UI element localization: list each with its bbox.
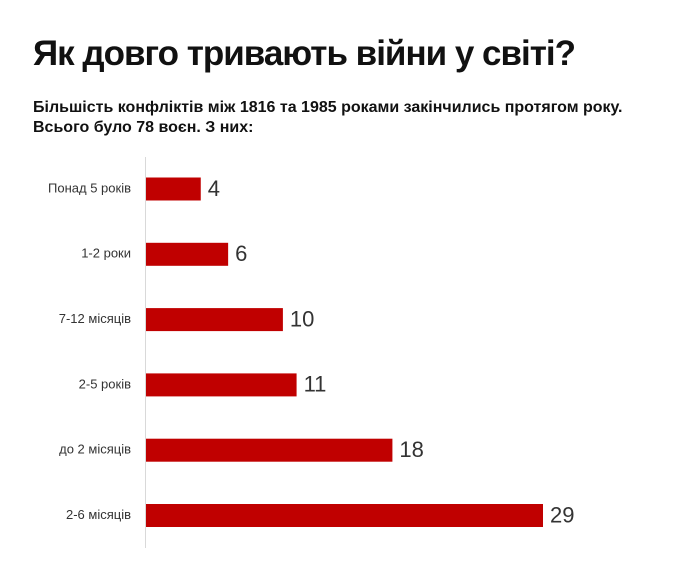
category-label: Понад 5 років [48,180,131,195]
chart-subtitle: Більшість конфліктів між 1816 та 1985 ро… [33,98,673,138]
bar [146,177,201,201]
value-label: 18 [399,437,423,462]
subtitle-line-2: Всього було 78 воєн. З них: [33,119,254,136]
category-label: 2-6 місяців [66,507,131,522]
bar [146,308,283,332]
bars-group: Понад 5 років 4 1-2 роки 6 7-12 місяців 10 2-5… [48,176,574,528]
chart-title: Як довго тривають війни у світі? [33,34,576,73]
category-label: 7-12 місяців [59,311,131,326]
bar [146,242,229,266]
category-label: 1-2 роки [81,246,131,261]
value-label: 6 [235,241,247,266]
category-label: до 2 місяців [59,442,131,457]
bar [146,438,393,462]
category-label: 2-5 років [79,376,131,391]
value-label: 11 [304,372,327,397]
bar [146,373,297,397]
subtitle-line-1: Більшість конфліктів між 1816 та 1985 ро… [33,99,623,116]
value-label: 10 [290,306,314,331]
bar [146,504,543,527]
value-label: 29 [550,502,574,527]
value-label: 4 [208,176,220,201]
